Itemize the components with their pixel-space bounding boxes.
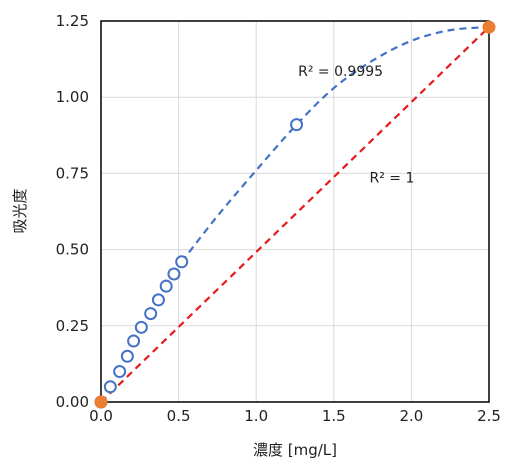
y-tick-labels: 0.00 0.25 0.50 0.75 1.00 1.25 <box>56 12 89 411</box>
trendline-series-1 <box>180 25 490 263</box>
r2-label-1: R² = 0.9995 <box>298 64 383 80</box>
y-axis-title: 吸光度 <box>11 188 29 233</box>
data-point-series-1 <box>167 267 181 281</box>
y-tick-label: 1.25 <box>56 12 89 30</box>
data-point-series-2 <box>482 20 496 34</box>
r2-label-2: R² = 1 <box>369 171 414 187</box>
data-point-series-1 <box>134 320 148 334</box>
y-tick-label: 1.00 <box>56 88 89 106</box>
x-axis-title: 濃度 [mg/L] <box>253 441 337 459</box>
data-points <box>94 20 496 409</box>
data-point-series-1 <box>151 293 165 307</box>
data-point-series-2 <box>94 395 108 409</box>
y-tick-label: 0.50 <box>56 241 89 259</box>
x-tick-label: 2.0 <box>399 407 423 425</box>
data-point-series-1 <box>144 307 158 321</box>
plot-frame <box>100 20 490 403</box>
x-tick-label: 1.0 <box>244 407 268 425</box>
plot-border <box>100 20 490 403</box>
x-tick-label: 0.0 <box>89 407 113 425</box>
y-tick-label: 0.75 <box>56 164 89 182</box>
y-tick-label: 0.00 <box>56 393 89 411</box>
data-point-series-1 <box>175 255 189 269</box>
x-tick-label: 0.5 <box>167 407 191 425</box>
data-point-series-1 <box>113 365 127 379</box>
data-point-series-1 <box>290 118 304 132</box>
x-tick-label: 2.5 <box>477 407 501 425</box>
grid <box>100 20 490 403</box>
y-tick-label: 0.25 <box>56 317 89 335</box>
data-point-series-1 <box>127 334 141 348</box>
trendlines <box>100 25 490 403</box>
trendline-series-2 <box>100 26 490 403</box>
data-point-series-1 <box>103 380 117 394</box>
data-point-series-1 <box>159 279 173 293</box>
data-point-series-1 <box>120 349 134 363</box>
x-tick-labels: 0.0 0.5 1.0 1.5 2.0 2.5 <box>89 407 501 425</box>
annotations: R² = 0.9995 R² = 1 <box>298 64 414 187</box>
x-tick-label: 1.5 <box>322 407 346 425</box>
